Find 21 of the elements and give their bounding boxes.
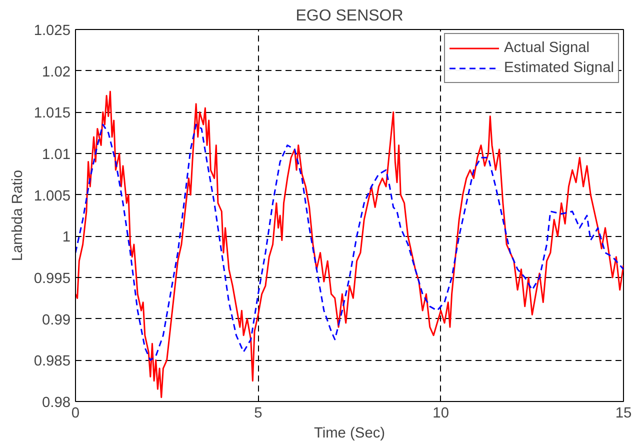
x-tick-label: 15 [615, 406, 632, 422]
chart-title: EGO SENSOR [296, 8, 404, 24]
y-tick-label: 1.01 [42, 147, 71, 163]
y-tick-label: 1.025 [34, 23, 71, 39]
y-tick-label: 0.98 [42, 395, 71, 411]
y-tick-label: 1.015 [34, 106, 71, 122]
x-axis-title: Time (Sec) [314, 426, 386, 442]
line-series [76, 90, 624, 398]
legend-label: Estimated Signal [504, 60, 614, 76]
x-tick-label: 10 [432, 406, 449, 422]
y-tick-label: 1.02 [42, 64, 71, 80]
y-tick-label: 1.005 [34, 188, 71, 204]
x-tick-label: 0 [71, 406, 80, 422]
y-tick-label: 0.99 [42, 312, 71, 328]
y-axis-title: Lambda Ratio [10, 170, 26, 262]
x-tick-label: 5 [254, 406, 262, 422]
y-tick-label: 1 [62, 230, 71, 246]
y-tick-label: 0.985 [34, 354, 71, 370]
legend-label: Actual Signal [504, 40, 590, 56]
line-series [76, 124, 624, 361]
y-tick-label: 0.995 [34, 271, 71, 287]
